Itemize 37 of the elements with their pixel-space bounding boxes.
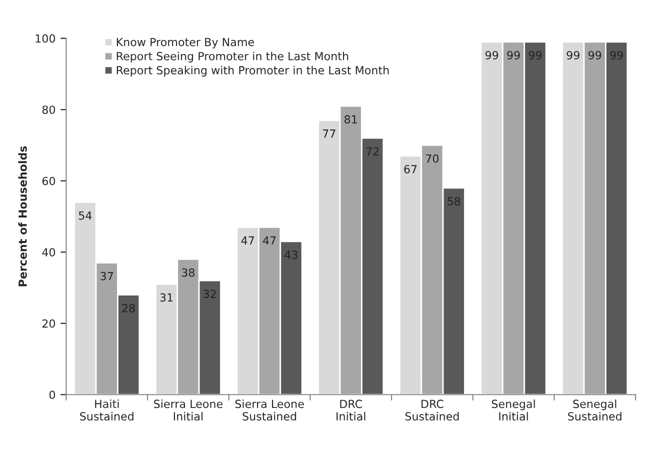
- data-label: 99: [485, 51, 498, 60]
- data-label: 28: [122, 304, 135, 312]
- data-label: 99: [566, 51, 580, 60]
- data-label: 99: [507, 51, 520, 60]
- data-label: 32: [204, 290, 216, 298]
- y-tick-label: 60: [42, 176, 56, 186]
- legend-label: Report Speaking with Promoter in the Last Month: [116, 66, 389, 77]
- y-tick-label: 0: [49, 390, 56, 400]
- y-tick-label: 80: [42, 106, 56, 114]
- data-label: 77: [323, 130, 336, 138]
- x-tick-label: Sierra Leone Initial: [154, 399, 222, 421]
- data-label: 37: [100, 272, 113, 280]
- data-label: 72: [366, 147, 379, 156]
- data-label: 99: [588, 51, 602, 60]
- y-tick-label: 100: [36, 34, 56, 43]
- data-label: 58: [448, 197, 460, 206]
- x-tick-label: DRC Initial: [336, 400, 366, 421]
- y-axis-title: Percent of Households: [18, 146, 27, 286]
- data-label: 31: [160, 293, 173, 302]
- data-label: 99: [528, 51, 542, 60]
- data-label: 47: [263, 236, 276, 245]
- x-tick-label: DRC Sustained: [405, 400, 459, 421]
- data-label: 81: [344, 115, 357, 124]
- data-label: 54: [78, 211, 92, 220]
- y-tick-label: 20: [42, 319, 56, 328]
- legend-label: Know Promoter By Name: [116, 38, 254, 48]
- data-label: 99: [610, 51, 623, 60]
- data-label: 70: [426, 154, 439, 163]
- x-tick-label: Senegal Initial: [492, 399, 535, 421]
- x-tick-label: Senegal Sustained: [568, 399, 622, 421]
- data-label: 47: [241, 236, 254, 245]
- x-tick-label: Sierra Leone Sustained: [235, 399, 304, 421]
- legend-label: Report Seeing Promoter in the Last Month: [116, 52, 348, 62]
- y-tick-label: 40: [42, 248, 56, 256]
- data-label: 38: [182, 268, 195, 277]
- x-tick-label: Haiti Sustained: [80, 399, 134, 421]
- data-label: 67: [404, 165, 417, 174]
